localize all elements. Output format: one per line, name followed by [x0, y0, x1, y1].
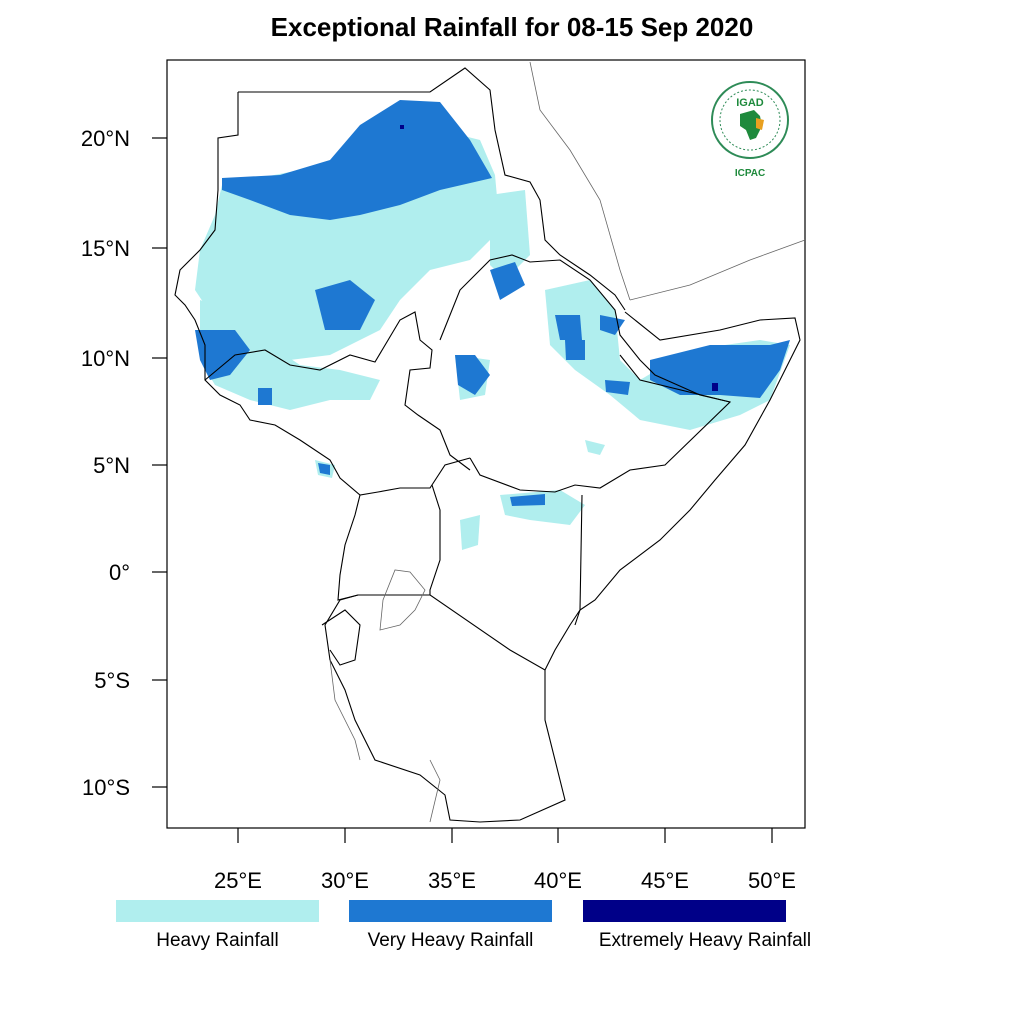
lon-label-45e: 45°E: [641, 868, 689, 893]
lat-label-5n: 5°N: [93, 453, 130, 478]
logo-top-text: IGAD: [736, 97, 764, 109]
very-heavy-rainfall-areas: [195, 100, 790, 506]
legend-swatch-very-heavy: [349, 900, 552, 922]
lat-label-0: 0°: [109, 560, 130, 585]
lat-label-10n: 10°N: [81, 346, 130, 371]
lat-label-15n: 15°N: [81, 236, 130, 261]
extremely-heavy-rainfall-areas: [400, 125, 718, 391]
legend-label-very-heavy: Very Heavy Rainfall: [367, 930, 534, 951]
lon-ticks: [237, 828, 773, 843]
igad-icpac-logo: IGAD ICPAC: [710, 80, 790, 184]
legend-swatch-heavy: [116, 900, 319, 922]
map-title: Exceptional Rainfall for 08-15 Sep 2020: [270, 12, 754, 42]
lon-label-30e: 30°E: [321, 868, 369, 893]
country-borders: [174, 67, 801, 823]
lat-ticks: [152, 137, 167, 788]
lon-label-25e: 25°E: [214, 868, 262, 893]
lon-label-40e: 40°E: [534, 868, 582, 893]
legend-label-heavy: Heavy Rainfall: [156, 930, 279, 951]
lon-label-50e: 50°E: [748, 868, 796, 893]
logo-bottom-text: ICPAC: [735, 168, 765, 179]
lat-label-5s: 5°S: [94, 668, 130, 693]
lat-label-10s: 10°S: [82, 775, 130, 800]
lat-label-20n: 20°N: [81, 126, 130, 151]
neighbor-borders: [329, 61, 806, 823]
lon-label-35e: 35°E: [428, 868, 476, 893]
legend-swatch-extremely-heavy: [583, 900, 786, 922]
legend-label-extremely-heavy: Extremely Heavy Rainfall: [598, 930, 812, 951]
